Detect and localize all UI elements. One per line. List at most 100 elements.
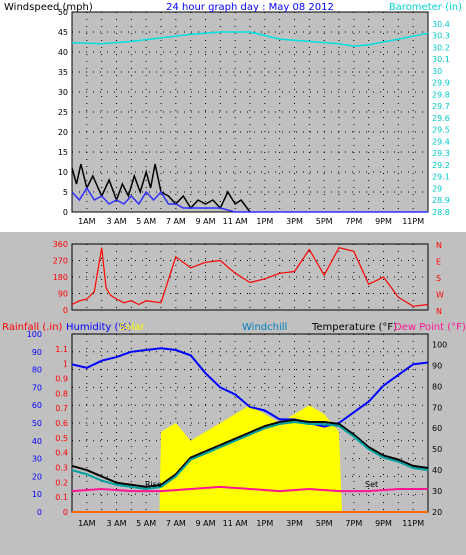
barometer-tick-label: 29.7 xyxy=(432,102,450,111)
time-tick-label: 3 AM xyxy=(106,217,126,226)
compass-letter: E xyxy=(436,258,441,267)
barometer-tick-label: 29 xyxy=(432,184,442,193)
rain-tick-label: 0.9 xyxy=(55,375,68,384)
direction-tick-label: 180 xyxy=(53,273,68,282)
dewpoint-label: Dew Point (°F) xyxy=(394,322,466,333)
humidity-tick-label: 50 xyxy=(32,419,42,428)
time-tick-label: 11 AM xyxy=(223,519,248,528)
time-tick-label: 11 AM xyxy=(223,217,248,226)
barometer-tick-label: 29.4 xyxy=(432,137,450,146)
humidity-tick-label: 60 xyxy=(32,401,42,410)
time-tick-label: 3 AM xyxy=(106,519,126,528)
temperature-tick-label: 20 xyxy=(432,508,442,517)
windchill-label: Windchill xyxy=(242,322,287,333)
wind-series xyxy=(71,31,429,213)
time-tick-label: 9PM xyxy=(375,519,392,528)
humidity-axis-label: Humidity (%) xyxy=(66,322,132,333)
rain-tick-label: 0.5 xyxy=(55,434,68,443)
barometer-tick-label: 30.3 xyxy=(432,32,450,41)
temperature-tick-label: 90 xyxy=(432,361,442,370)
barometer-tick-label: 30.1 xyxy=(432,55,450,64)
rain-tick-label: 0.4 xyxy=(55,449,68,458)
barometer-tick-label: 30.2 xyxy=(432,43,450,52)
direction-series-0 xyxy=(71,247,429,307)
rain-axis-label: Rainfall (.in) xyxy=(2,322,63,333)
sunrise-annotation: Rise xyxy=(145,480,162,489)
temp-series-4 xyxy=(71,485,428,493)
temperature-tick-label: 50 xyxy=(432,445,442,454)
barometer-tick-label: 29.5 xyxy=(432,126,450,135)
barometer-tick-label: 29.9 xyxy=(432,79,450,88)
temperature-tick-label: 60 xyxy=(432,424,442,433)
temp-series-1 xyxy=(71,347,429,428)
temperature-axis-label: Temperature (°F) xyxy=(311,322,397,333)
humidity-tick-label: 30 xyxy=(32,455,42,464)
wind-tick-label: 15 xyxy=(58,148,68,157)
time-tick-label: 7PM xyxy=(345,217,362,226)
rain-tick-label: 1.1 xyxy=(55,345,68,354)
barometer-tick-label: 29.3 xyxy=(432,149,450,158)
humidity-tick-label: 20 xyxy=(32,472,42,481)
wind-tick-label: 5 xyxy=(63,188,68,197)
time-tick-label: 1AM xyxy=(78,519,96,528)
humidity-tick-label: 10 xyxy=(32,490,42,499)
time-tick-label: 3PM xyxy=(286,217,303,226)
compass-letter: W xyxy=(436,291,444,300)
rain-tick-label: 1 xyxy=(63,360,68,369)
wind-tick-label: 40 xyxy=(58,48,68,57)
wind-tick-label: 30 xyxy=(58,88,68,97)
barometer-tick-label: 29.6 xyxy=(432,114,450,123)
wind-tick-label: 10 xyxy=(58,168,68,177)
direction-tick-label: 270 xyxy=(53,257,68,266)
time-tick-label: 7 AM xyxy=(166,217,186,226)
chart-title: 24 hour graph day : May 08 2012 xyxy=(166,2,334,13)
sunset-annotation: Set xyxy=(365,480,378,489)
compass-letter: N xyxy=(436,307,442,316)
rain-tick-label: 0.3 xyxy=(55,464,68,473)
temperature-tick-label: 80 xyxy=(432,382,442,391)
humidity-tick-label: 100 xyxy=(27,330,42,339)
time-tick-label: 5PM xyxy=(316,217,333,226)
wind-tick-label: 35 xyxy=(58,68,68,77)
temp-series-3 xyxy=(71,420,429,491)
wind-tick-label: 20 xyxy=(58,128,68,137)
rain-tick-label: 0 xyxy=(63,508,68,517)
direction-tick-label: 90 xyxy=(58,290,68,299)
wind-series-0 xyxy=(71,31,429,47)
time-tick-label: 5 AM xyxy=(136,519,156,528)
humidity-tick-label: 70 xyxy=(32,383,42,392)
temp-ticks: 0 10 20 30 40 50 60 70 80 90 100 0 0.1 0.2 0.3 0.4 0.5 0.… xyxy=(27,330,448,528)
barometer-axis-label: Barometer (in) xyxy=(389,2,462,13)
solar-label: Solar xyxy=(119,322,145,333)
wind-axis-label: Windspeed (mph) xyxy=(4,2,93,13)
time-tick-label: 5PM xyxy=(316,519,333,528)
compass-letter: N xyxy=(436,241,442,250)
time-tick-label: 7PM xyxy=(345,519,362,528)
temperature-tick-label: 100 xyxy=(432,340,447,349)
humidity-tick-label: 40 xyxy=(32,437,42,446)
wind-series-2 xyxy=(71,186,428,213)
direction-tick-label: 360 xyxy=(53,240,68,249)
rain-tick-label: 0.8 xyxy=(55,389,68,398)
wind-tick-label: 0 xyxy=(63,208,68,217)
barometer-tick-label: 28.8 xyxy=(432,208,450,217)
wind-series-1 xyxy=(71,163,251,213)
time-tick-label: 7 AM xyxy=(166,519,186,528)
time-tick-label: 1PM xyxy=(256,519,273,528)
direction-tick-label: 0 xyxy=(63,306,68,315)
temperature-tick-label: 70 xyxy=(432,403,442,412)
temperature-tick-label: 30 xyxy=(432,487,442,496)
time-tick-label: 5 AM xyxy=(136,217,156,226)
rain-tick-label: 0.6 xyxy=(55,419,68,428)
compass-letter: S xyxy=(436,274,441,283)
barometer-tick-label: 29.8 xyxy=(432,90,450,99)
temperature-tick-label: 40 xyxy=(432,466,442,475)
time-tick-label: 11PM xyxy=(402,217,424,226)
humidity-tick-label: 80 xyxy=(32,366,42,375)
rain-tick-label: 0.7 xyxy=(55,404,68,413)
time-tick-label: 11PM xyxy=(402,519,424,528)
barometer-tick-label: 29.1 xyxy=(432,173,450,182)
time-tick-label: 1PM xyxy=(256,217,273,226)
temp-series xyxy=(71,347,429,513)
